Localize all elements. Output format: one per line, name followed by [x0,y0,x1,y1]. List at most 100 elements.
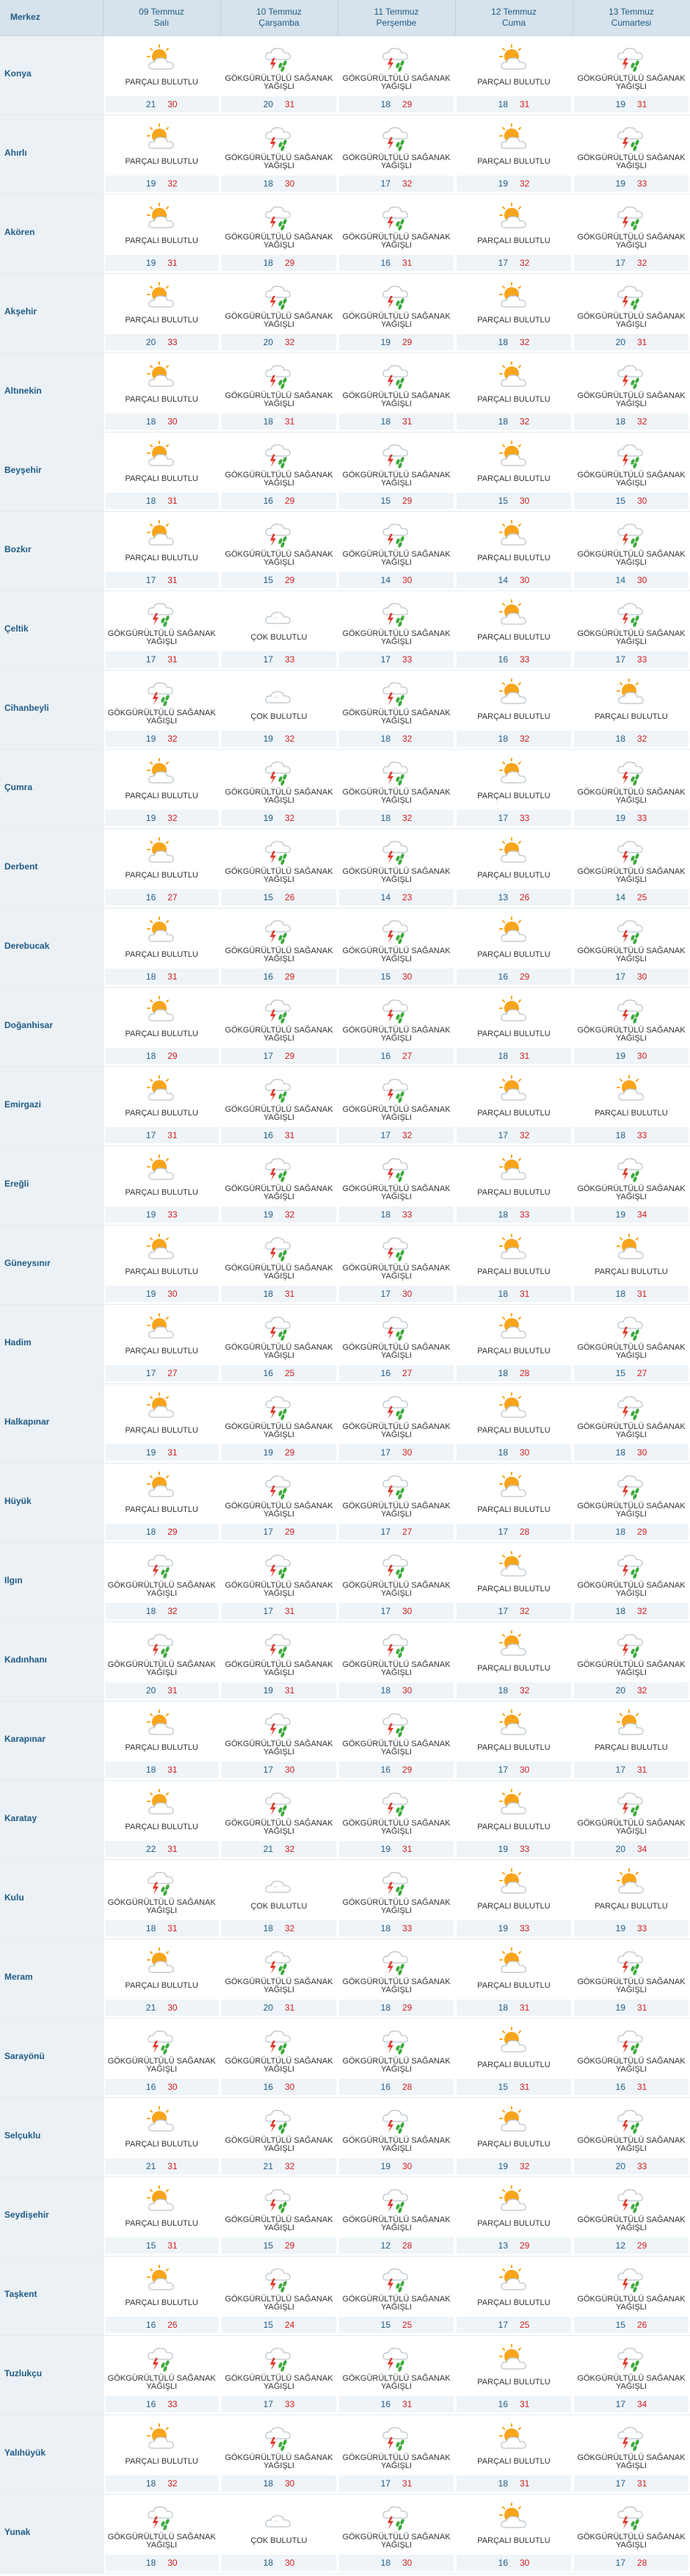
location-name: Yunak [0,2494,104,2574]
thunderstorm-rain-icon [338,36,455,73]
day-forecast-cell: GÖKGÜRÜLTÜLÜ SAĞANAK YAĞIŞLI 17 34 [573,2335,690,2415]
min-temp: 12 [380,2240,391,2251]
temperature-bar: 17 29 [222,1047,336,1064]
thunderstorm-rain-icon [338,1543,455,1580]
min-temp: 18 [145,971,156,982]
max-temp: 31 [520,2478,530,2489]
day-forecast-cell: PARÇALI BULUTLU 19 32 [103,749,220,829]
condition-label: PARÇALI BULUTLU [477,2061,551,2069]
day-forecast-cell: PARÇALI BULUTLU 15 31 [455,2018,573,2098]
partly-cloudy-icon [104,2415,221,2452]
partly-cloudy-icon [455,2494,573,2531]
temperature-bar: 17 30 [222,1761,336,1778]
day-forecast-cell: PARÇALI BULUTLU 16 33 [455,590,573,670]
condition-label: GÖKGÜRÜLTÜLÜ SAĞANAK YAĞIŞLI [577,1660,686,1677]
temperature-bar: 15 27 [574,1364,689,1381]
max-temp: 32 [167,178,178,189]
day-forecast-cell: GÖKGÜRÜLTÜLÜ SAĞANAK YAĞIŞLI 17 28 [573,2494,690,2574]
min-temp: 17 [145,654,156,665]
max-temp: 30 [285,2478,295,2489]
day-forecast-cell: GÖKGÜRÜLTÜLÜ SAĞANAK YAĞIŞLI 17 30 [220,1701,338,1781]
location-name: Karatay [0,1780,104,1860]
condition-label: PARÇALI BULUTLU [477,554,551,562]
day-forecast-cell: PARÇALI BULUTLU 16 26 [103,2256,220,2336]
min-temp: 15 [498,2081,508,2092]
min-temp: 17 [498,1129,508,1140]
condition-label: GÖKGÜRÜLTÜLÜ SAĞANAK YAĞIŞLI [342,2294,451,2312]
min-temp: 18 [380,98,391,109]
temperature-bar: 16 29 [457,968,571,985]
thunderstorm-rain-icon [338,1939,455,1976]
temperature-bar: 19 32 [222,1206,336,1223]
forecast-row: Seydişehir PARÇALI BULUTLU 15 31 GÖKGÜRÜLT… [0,2177,690,2257]
max-temp: 32 [402,733,413,744]
day-forecast-cell: GÖKGÜRÜLTÜLÜ SAĞANAK YAĞIŞLI 18 32 [338,749,455,829]
day-forecast-cell: PARÇALI BULUTLU 21 30 [103,1939,220,2019]
condition-label: PARÇALI BULUTLU [125,395,198,404]
partly-cloudy-icon [104,274,221,311]
condition-label: PARÇALI BULUTLU [125,2219,198,2228]
min-temp: 19 [145,1447,156,1458]
temperature-bar: 20 32 [222,333,336,350]
condition-label: GÖKGÜRÜLTÜLÜ SAĞANAK YAĞIŞLI [225,470,333,488]
thunderstorm-rain-icon [573,115,690,152]
day-forecast-cell: PARÇALI BULUTLU 18 32 [455,273,573,353]
day-forecast-cell: PARÇALI BULUTLU 13 26 [455,828,573,908]
partly-cloudy-icon [104,433,221,469]
max-temp: 28 [402,2240,413,2251]
max-temp: 30 [285,1764,295,1775]
day-forecast-cell: GÖKGÜRÜLTÜLÜ SAĞANAK YAĞIŞLI 17 29 [220,987,338,1067]
condition-label: PARÇALI BULUTLU [477,1664,551,1673]
min-temp: 16 [498,2398,508,2409]
day-forecast-cell: PARÇALI BULUTLU 17 27 [103,1304,220,1384]
thunderstorm-rain-icon [573,2336,690,2373]
temperature-bar: 18 32 [574,730,689,747]
temperature-bar: 15 30 [339,968,454,985]
condition-label: PARÇALI BULUTLU [477,633,551,642]
temperature-bar: 14 30 [574,571,689,588]
temperature-bar: 18 28 [457,1364,571,1381]
partly-cloudy-icon [104,1701,221,1738]
thunderstorm-rain-icon [573,353,690,390]
min-temp: 15 [498,495,508,506]
min-temp: 18 [263,416,273,427]
max-temp: 31 [520,98,530,109]
condition-label: PARÇALI BULUTLU [477,2140,551,2149]
thunderstorm-rain-icon [104,670,221,707]
thunderstorm-rain-icon [338,2336,455,2373]
day-header: 11 Temmuz Perşembe [338,0,456,36]
temperature-bar: 16 29 [222,492,336,509]
day-forecast-cell: PARÇALI BULUTLU 17 31 [573,1701,690,1781]
thunderstorm-rain-icon [338,1781,455,1817]
partly-cloudy-icon [104,2177,221,2214]
min-temp: 17 [615,654,625,665]
max-temp: 24 [285,2319,295,2330]
day-forecast-cell: GÖKGÜRÜLTÜLÜ SAĞANAK YAĞIŞLI 19 31 [338,1780,455,1860]
max-temp: 29 [637,1526,647,1537]
forecast-row: Çumra PARÇALI BULUTLU 19 32 GÖKGÜRÜLTÜLÜ S… [0,749,690,829]
day-forecast-cell: PARÇALI BULUTLU 17 31 [103,1066,220,1146]
partly-cloudy-icon [104,115,221,152]
temperature-bar: 18 30 [457,1444,571,1461]
min-temp: 19 [615,98,625,109]
min-temp: 17 [380,1288,391,1299]
day-forecast-cell: PARÇALI BULUTLU 17 32 [455,194,573,274]
day-forecast-cell: GÖKGÜRÜLTÜLÜ SAĞANAK YAĞIŞLI 18 30 [573,1383,690,1464]
max-temp: 29 [285,574,295,585]
forecast-row: Konya PARÇALI BULUTLU 21 30 GÖKGÜRÜLTÜLÜ S… [0,35,690,115]
max-temp: 30 [285,2557,295,2568]
min-temp: 20 [145,336,156,347]
condition-label: GÖKGÜRÜLTÜLÜ SAĞANAK YAĞIŞLI [225,946,333,963]
max-temp: 25 [285,1367,295,1378]
day-forecast-cell: GÖKGÜRÜLTÜLÜ SAĞANAK YAĞIŞLI 17 31 [103,590,220,670]
min-temp: 15 [380,495,391,506]
max-temp: 29 [285,1526,295,1537]
day-date: 12 Temmuz [491,6,537,17]
max-temp: 31 [167,1685,178,1696]
max-temp: 30 [637,574,647,585]
min-temp: 17 [380,1526,391,1537]
max-temp: 32 [520,2160,530,2171]
day-forecast-cell: PARÇALI BULUTLU 18 31 [455,987,573,1067]
day-header: 13 Temmuz Cumartesi [573,0,690,36]
thunderstorm-rain-icon [573,2415,690,2452]
